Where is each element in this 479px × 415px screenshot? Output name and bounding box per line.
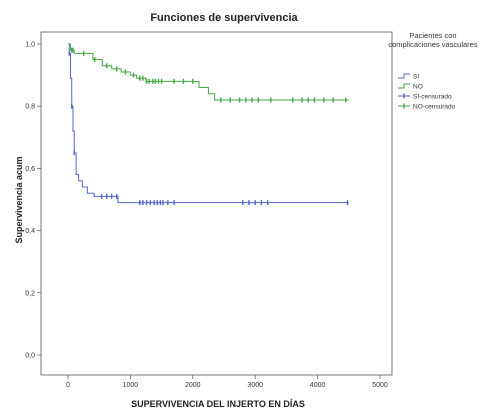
legend-title: Pacientes con [409,31,456,40]
y-tick-label: 1,0 [25,42,35,49]
legend-line-swatch [398,83,410,89]
x-tick-label: 2000 [185,382,201,389]
legend-label: SI-censurado [413,94,452,101]
plot-area [40,31,393,376]
y-axis-label: Supervivencia acum [14,156,24,243]
legend-entry: NO [398,83,423,91]
y-tick-label: 0,4 [25,228,35,235]
y-tick-label: 0,8 [25,104,35,111]
chart-title: Funciones de supervivencia [150,12,298,24]
legend-entry: NO-censurado [398,103,456,111]
legend-line-swatch [398,73,410,79]
legend-entry: SI-censurado [398,93,452,101]
x-tick-label: 0 [66,382,70,389]
x-tick-label: 1000 [123,382,139,389]
series-line-si [68,43,349,204]
x-tick-label: 4000 [310,382,326,389]
legend-label: NO-censurado [413,104,456,111]
y-tick-label: 0,6 [25,166,35,173]
legend-title: complicaciones vasculares [388,40,477,49]
axes: 0 1000 2000 3000 4000 5000 0,0 0,2 0,4 0,6 0,8 1,0 [25,42,388,390]
x-tick-label: 3000 [247,382,263,389]
y-tick-label: 0,2 [25,290,35,297]
series-layer [68,43,349,206]
x-tick-label: 5000 [372,382,388,389]
legend-entry: SI [398,73,419,81]
y-tick-label: 0,0 [25,353,35,360]
x-axis-label: SUPERVIVENCIA DEL INJERTO EN DÍAS [131,399,305,409]
legend-label: NO [413,84,423,91]
legend-label: SI [413,74,419,81]
